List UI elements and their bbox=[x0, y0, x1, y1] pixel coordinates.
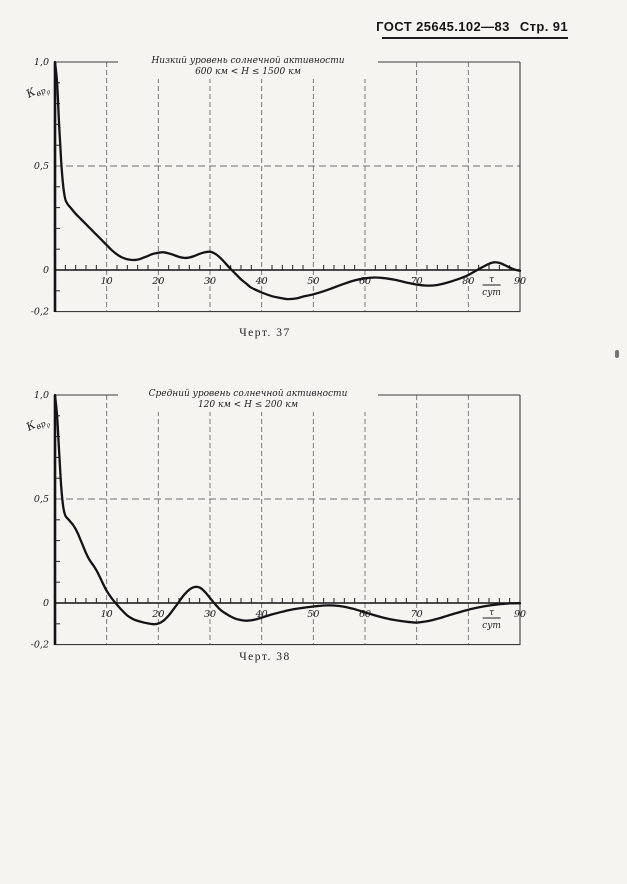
gridlines bbox=[55, 395, 520, 645]
svg-text:80: 80 bbox=[462, 276, 474, 287]
svg-text:50: 50 bbox=[307, 276, 319, 287]
svg-text:сут: сут bbox=[482, 621, 501, 631]
x-axis-unit-label: τ сут bbox=[482, 608, 501, 631]
data-curve bbox=[53, 60, 522, 301]
chart-37-plot: 10 20 30 40 50 60 70 80 90 1,0 0,5 0 -0,2 τ сут bbox=[31, 57, 526, 318]
figure-37-caption: Черт. 37 bbox=[239, 327, 291, 339]
axes bbox=[53, 395, 520, 645]
chart-title-line2: 600 км < Н ≤ 1500 км bbox=[195, 67, 301, 77]
tick-labels: 10 20 30 40 50 60 70 80 90 1,0 0,5 0 -0,2 bbox=[31, 57, 526, 318]
svg-text:60: 60 bbox=[359, 276, 371, 287]
svg-text:30: 30 bbox=[204, 609, 216, 620]
svg-text:0,5: 0,5 bbox=[34, 494, 49, 505]
svg-text:0: 0 bbox=[43, 598, 49, 609]
plot-frame bbox=[55, 394, 521, 646]
svg-text:0,5: 0,5 bbox=[34, 161, 49, 172]
svg-text:50: 50 bbox=[307, 609, 319, 620]
svg-text:10: 10 bbox=[101, 276, 113, 287]
svg-text:1,0: 1,0 bbox=[34, 390, 49, 401]
svg-text:30: 30 bbox=[204, 276, 216, 287]
svg-text:40: 40 bbox=[255, 609, 268, 620]
svg-text:20: 20 bbox=[151, 276, 164, 287]
svg-text:90: 90 bbox=[514, 276, 526, 287]
page-header: ГОСТ 25645.102—83 Стр. 91 bbox=[376, 19, 568, 34]
header-rule bbox=[382, 37, 568, 39]
chart-38-title: Средний уровень солнечной активности 120… bbox=[118, 388, 378, 412]
svg-text:90: 90 bbox=[514, 609, 526, 620]
figure-38-caption: Черт. 38 bbox=[239, 651, 291, 663]
scan-artifact-mark bbox=[615, 350, 619, 358]
svg-text:сут: сут bbox=[482, 288, 501, 298]
svg-text:20: 20 bbox=[151, 609, 164, 620]
tick-labels: 10 20 30 40 50 60 70 90 1,0 0,5 0 -0,2 bbox=[31, 390, 526, 651]
data-curve bbox=[53, 393, 522, 626]
svg-text:1,0: 1,0 bbox=[34, 57, 49, 68]
chart-title-line1: Средний уровень солнечной активности bbox=[148, 389, 348, 399]
svg-text:-0,2: -0,2 bbox=[31, 640, 49, 651]
gridlines bbox=[55, 62, 520, 312]
axes bbox=[53, 62, 520, 312]
svg-text:-0,2: -0,2 bbox=[31, 307, 49, 318]
tick-marks bbox=[55, 415, 511, 625]
svg-text:60: 60 bbox=[359, 609, 371, 620]
svg-text:40: 40 bbox=[255, 276, 268, 287]
standard-number: ГОСТ 25645.102—83 bbox=[376, 19, 510, 34]
chart-37-title: Низкий уровень солнечной активности 600 … bbox=[118, 55, 378, 79]
chart-38-plot: 10 20 30 40 50 60 70 90 1,0 0,5 0 -0,2 τ сут bbox=[31, 390, 526, 651]
tick-marks bbox=[55, 82, 511, 292]
svg-text:τ: τ bbox=[489, 275, 495, 285]
chart-title-line1: Низкий уровень солнечной активности bbox=[151, 56, 345, 66]
svg-text:0: 0 bbox=[43, 265, 49, 276]
x-axis-unit-label: τ сут bbox=[482, 275, 501, 298]
svg-text:10: 10 bbox=[101, 609, 113, 620]
svg-text:70: 70 bbox=[411, 609, 423, 620]
chart-title-line2: 120 км < Н ≤ 200 км bbox=[197, 400, 299, 410]
page-number: Стр. 91 bbox=[519, 19, 568, 34]
plot-frame bbox=[55, 61, 521, 313]
svg-text:70: 70 bbox=[411, 276, 423, 287]
svg-text:τ: τ bbox=[489, 608, 495, 618]
